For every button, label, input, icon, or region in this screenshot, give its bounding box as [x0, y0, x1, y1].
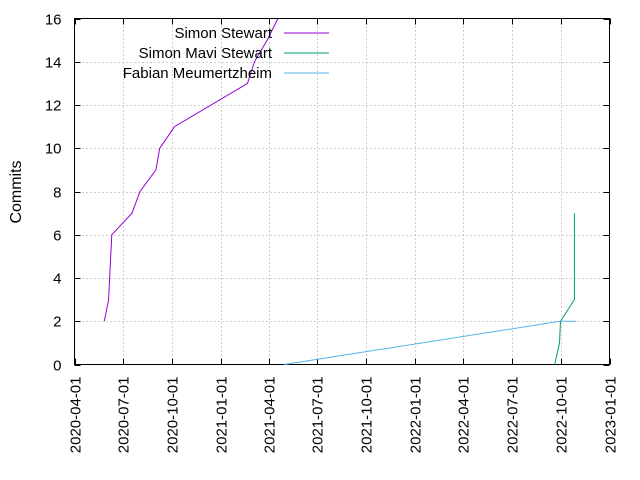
- x-tick-label: 2022-04-01: [456, 377, 473, 454]
- y-tick-label: 16: [45, 12, 62, 29]
- y-tick-label: 10: [45, 141, 62, 158]
- x-tick-label: 2021-04-01: [262, 377, 279, 454]
- x-tick-label: 2021-10-01: [359, 377, 376, 454]
- y-tick-label: 2: [53, 314, 61, 331]
- y-tick-label: 14: [45, 55, 62, 72]
- x-tick-label: 2020-10-01: [165, 377, 182, 454]
- legend-label: Simon Stewart: [174, 25, 272, 42]
- x-tick-label: 2021-01-01: [214, 377, 231, 454]
- series-line: [284, 320, 577, 365]
- legend-label: Fabian Meumertzheim: [123, 65, 272, 82]
- legend-label: Simon Mavi Stewart: [139, 45, 273, 62]
- x-tick-label: 2020-07-01: [116, 377, 133, 454]
- y-tick-label: 8: [53, 185, 61, 202]
- x-tick-label: 2020-04-01: [68, 377, 85, 454]
- x-tick-label: 2022-07-01: [505, 377, 522, 454]
- y-tick-label: 6: [53, 228, 61, 245]
- x-tick-label: 2022-01-01: [408, 377, 425, 454]
- x-tick-label: 2022-10-01: [554, 377, 571, 454]
- x-tick-label: 2021-07-01: [310, 377, 327, 454]
- y-tick-label: 0: [53, 358, 61, 375]
- y-tick-label: 4: [53, 271, 61, 288]
- x-tick-label: 2023-01-01: [603, 377, 620, 454]
- y-axis-title: Commits: [8, 160, 25, 223]
- plot-frame: [74, 18, 610, 365]
- series-line: [103, 18, 279, 322]
- y-tick-label: 12: [45, 98, 62, 115]
